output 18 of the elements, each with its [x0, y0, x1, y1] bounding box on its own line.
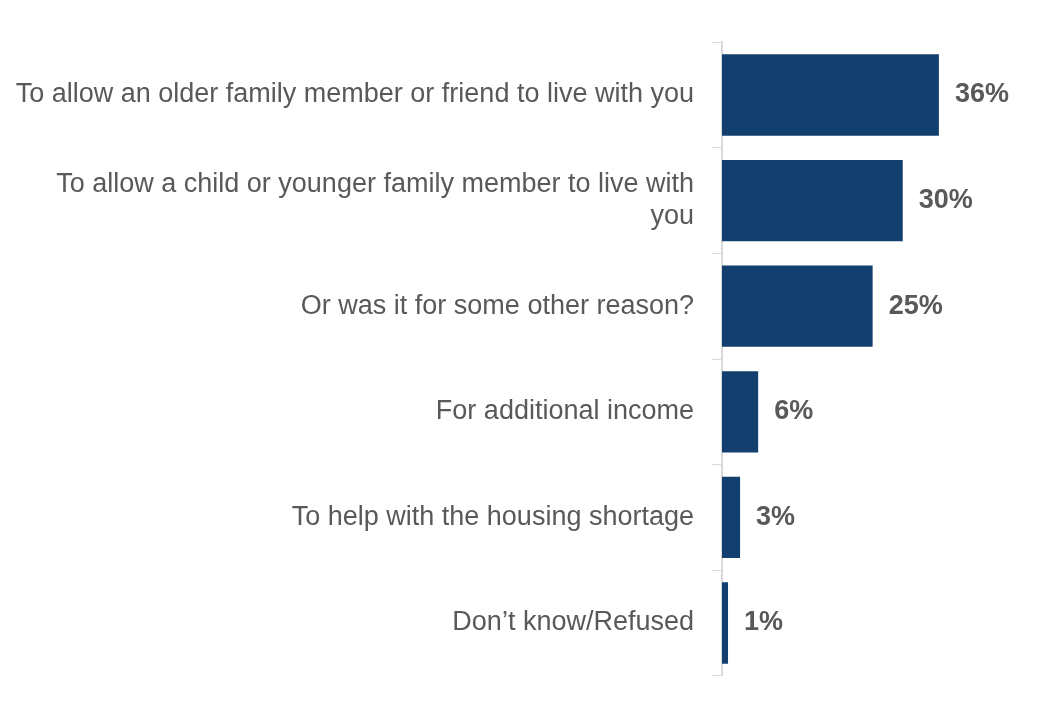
y-tick-label: Don’t know/Refused [452, 606, 694, 637]
data-label: 36% [954, 78, 1009, 109]
y-tick-label: For additional income [435, 395, 694, 426]
bar [722, 582, 729, 664]
y-tick-label: To help with the housing shortage [291, 500, 694, 531]
data-label: 1% [744, 606, 784, 637]
bar [722, 54, 939, 136]
bar [722, 371, 759, 453]
bar [722, 476, 741, 559]
data-label: 3% [756, 500, 796, 531]
y-tick-label: To allow a child or younger family member to live with you [56, 167, 694, 231]
data-label: 6% [774, 395, 814, 426]
data-label: 25% [888, 289, 943, 320]
y-tick-label: Or was it for some other reason? [300, 289, 694, 320]
data-label: 30% [918, 184, 973, 215]
bar [722, 265, 873, 347]
y-tick-label: To allow an older family member or friend to live with you [15, 78, 694, 109]
bar [722, 159, 903, 242]
